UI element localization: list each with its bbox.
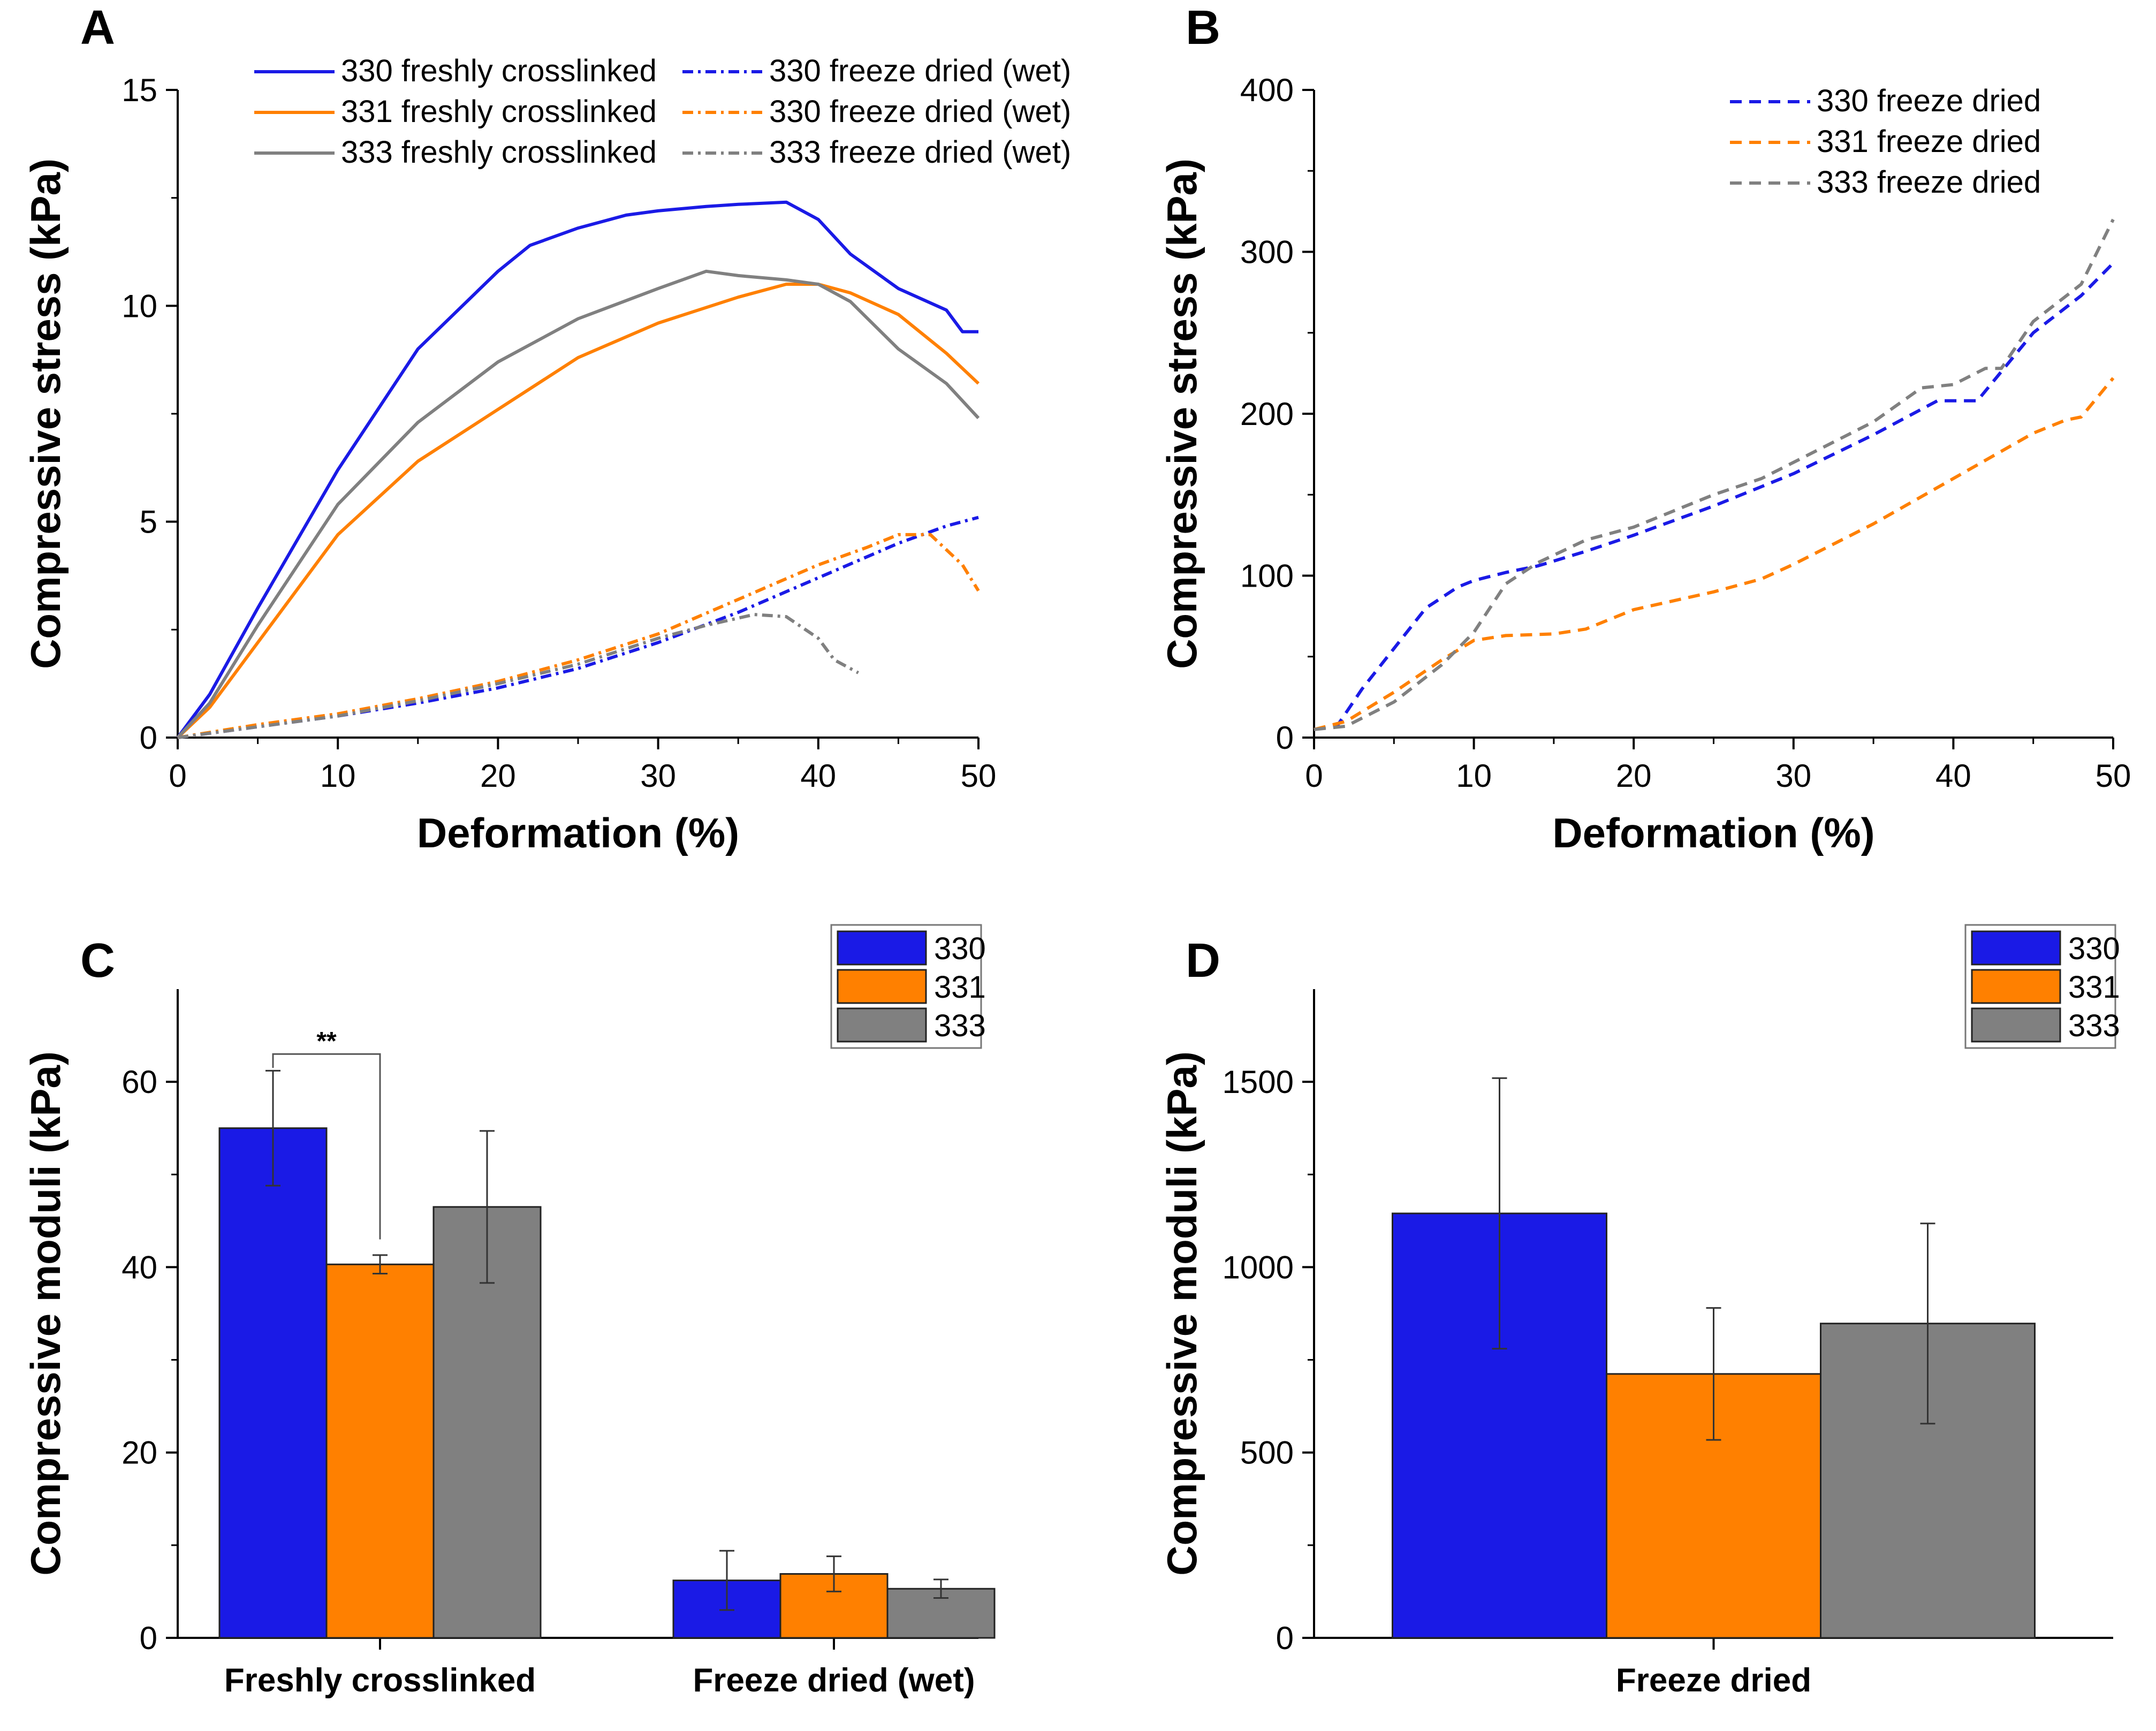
chart-panel-b: 0 100 200 300 400 0 10 20 30 40 50 Deformation (%) C… bbox=[1158, 72, 2131, 856]
y-tick-label: 100 bbox=[1240, 558, 1294, 594]
panel-letter-d: D bbox=[1186, 934, 1220, 988]
bar-330 bbox=[218, 1127, 328, 1639]
legend-swatch bbox=[837, 930, 927, 966]
y-axis-title: Compressive stress (kPa) bbox=[1158, 158, 1205, 669]
series-line-333-freeze-dried bbox=[1314, 218, 2115, 731]
legend-label: 331 freshly crosslinked bbox=[341, 94, 657, 129]
x-tick-label: 30 bbox=[1775, 758, 1811, 794]
legend-label: 333 freeze dried bbox=[1817, 165, 2041, 200]
y-tick-label: 40 bbox=[122, 1249, 157, 1285]
y-tick-label: 1000 bbox=[1223, 1249, 1294, 1285]
series-line-330-freshly-crosslinked bbox=[176, 200, 978, 739]
y-axis-title: Compressive moduli (kPa) bbox=[22, 1051, 69, 1576]
x-tick-label: 50 bbox=[2096, 758, 2131, 794]
panel-letter-c: C bbox=[80, 934, 115, 988]
y-tick-label: 0 bbox=[140, 1620, 157, 1656]
x-tick-label: 30 bbox=[640, 758, 676, 794]
y-tick-label: 60 bbox=[122, 1064, 157, 1100]
significance-label: ** bbox=[316, 1027, 337, 1056]
category-label: Freeze dried bbox=[1616, 1662, 1811, 1699]
category-label: Freshly crosslinked bbox=[224, 1662, 536, 1699]
y-tick-label: 5 bbox=[140, 504, 157, 540]
significance-bracket bbox=[272, 1053, 381, 1240]
series-line-330-freeze-dried bbox=[1314, 262, 2115, 731]
x-tick-label: 20 bbox=[1616, 758, 1652, 794]
x-tick-label: 0 bbox=[169, 758, 186, 794]
legend-label: 330 bbox=[2068, 931, 2120, 966]
legend-label: 330 freeze dried (wet) bbox=[769, 54, 1071, 88]
y-tick-label: 0 bbox=[140, 720, 157, 756]
x-tick-label: 20 bbox=[480, 758, 516, 794]
x-tick-label: 10 bbox=[320, 758, 356, 794]
legend-swatch bbox=[1971, 969, 2061, 1004]
x-axis-title: Deformation (%) bbox=[417, 809, 739, 856]
legend-swatch bbox=[1971, 1007, 2061, 1043]
series-line-333-freshly-crosslinked bbox=[176, 269, 980, 739]
y-tick-label: 200 bbox=[1240, 396, 1294, 432]
x-axis-title: Deformation (%) bbox=[1552, 809, 1874, 856]
bar-331 bbox=[779, 1573, 889, 1639]
series-line-331-freshly-crosslinked bbox=[176, 283, 980, 739]
series-line-330-freeze-dried-wet- bbox=[177, 533, 980, 739]
legend-label: 331 bbox=[2068, 970, 2120, 1005]
legend-label: 330 freshly crosslinked bbox=[341, 54, 657, 88]
legend-swatch bbox=[1971, 930, 2061, 966]
legend-swatch bbox=[837, 1007, 927, 1043]
x-tick-label: 40 bbox=[1935, 758, 1971, 794]
legend-label: 333 bbox=[2068, 1008, 2120, 1043]
legend-label: 331 freeze dried bbox=[1817, 124, 2041, 159]
legend-label: 330 bbox=[934, 931, 986, 966]
x-tick-label: 40 bbox=[800, 758, 836, 794]
y-tick-label: 0 bbox=[1276, 720, 1294, 756]
chart-panel-c: 0 20 40 60 Compressive moduli (kPa) Freshly c… bbox=[22, 924, 996, 1699]
x-tick-label: 0 bbox=[1305, 758, 1323, 794]
panel-letter-b: B bbox=[1186, 1, 1220, 55]
series-line-331-freeze-dried bbox=[1314, 377, 2115, 731]
panel-letter-a: A bbox=[80, 1, 115, 55]
category-label: Freeze dried (wet) bbox=[693, 1662, 975, 1699]
y-tick-label: 15 bbox=[122, 72, 157, 108]
y-tick-label: 400 bbox=[1240, 72, 1294, 108]
legend-label: 333 bbox=[934, 1008, 986, 1043]
y-tick-label: 300 bbox=[1240, 234, 1294, 270]
y-tick-label: 10 bbox=[122, 288, 157, 324]
bar-331 bbox=[325, 1263, 435, 1639]
legend-label: 330 freeze dried bbox=[1817, 83, 2041, 118]
y-tick-label: 20 bbox=[122, 1435, 157, 1471]
y-axis-title: Compressive stress (kPa) bbox=[22, 158, 69, 669]
y-tick-label: 1500 bbox=[1223, 1064, 1294, 1100]
legend-label: 331 bbox=[934, 970, 986, 1005]
x-tick-label: 50 bbox=[961, 758, 997, 794]
legend-swatch bbox=[837, 969, 927, 1004]
chart-panel-d: 0 500 1000 1500 Compressive moduli (kPa) Free… bbox=[1158, 924, 2120, 1699]
y-tick-label: 500 bbox=[1240, 1435, 1294, 1471]
legend-label: 333 freeze dried (wet) bbox=[769, 135, 1071, 170]
series-line-333-freeze-dried-wet- bbox=[177, 613, 860, 739]
y-tick-label: 0 bbox=[1276, 1620, 1294, 1656]
chart-panel-a: 0 5 10 15 0 10 20 30 40 50 Deformation (%) Compress… bbox=[22, 54, 1071, 856]
y-axis-title: Compressive moduli (kPa) bbox=[1158, 1051, 1205, 1576]
x-tick-label: 10 bbox=[1456, 758, 1492, 794]
legend-label: 330 freeze dried (wet) bbox=[769, 94, 1071, 129]
legend-label: 333 freshly crosslinked bbox=[341, 135, 657, 170]
